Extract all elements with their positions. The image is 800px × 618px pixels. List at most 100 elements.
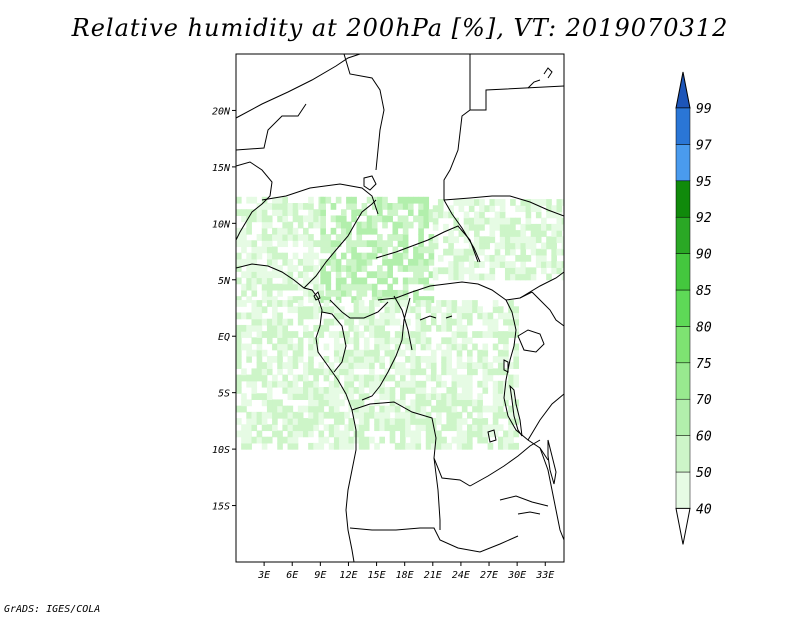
humidity-cell-congo-basin <box>394 442 401 450</box>
humidity-cell-central-belt <box>428 240 435 248</box>
humidity-cell-east-belt <box>561 273 564 281</box>
humidity-cell-east-belt <box>510 273 516 281</box>
humidity-cell-east-belt <box>494 217 501 225</box>
humidity-cell-east-belt <box>458 248 465 256</box>
humidity-cell-coastal-southwest <box>292 306 299 314</box>
humidity-cell-congo-basin <box>451 424 458 432</box>
humidity-cell-coastal-southwest <box>303 387 309 394</box>
humidity-cell-central-belt <box>330 227 337 235</box>
humidity-cell-north-belt-west <box>256 215 263 223</box>
humidity-cell-congo-basin <box>513 380 520 388</box>
humidity-cell-coastal-southwest <box>313 393 319 401</box>
humidity-cell-coastal-southwest <box>261 436 268 444</box>
humidity-cell-congo-basin <box>415 337 422 345</box>
humidity-cell-east-belt <box>479 199 485 206</box>
humidity-cell-coastal-southwest <box>277 368 283 376</box>
humidity-cell-coastal-southwest <box>282 418 289 425</box>
humidity-cell-congo-basin <box>358 362 365 369</box>
humidity-cell-north-belt-west <box>297 283 304 291</box>
humidity-cell-congo-basin <box>503 430 509 438</box>
humidity-cell-east-belt <box>520 199 527 206</box>
humidity-cell-congo-basin <box>513 349 520 357</box>
humidity-cell-coastal-southwest <box>272 343 278 351</box>
humidity-cell-congo-basin <box>467 399 473 407</box>
humidity-cell-central-belt <box>382 240 388 248</box>
humidity-cell-coastal-southwest <box>339 442 345 450</box>
humidity-cell-congo-basin <box>389 349 396 357</box>
humidity-cell-coastal-southwest <box>287 430 294 438</box>
humidity-cell-central-belt <box>413 277 419 285</box>
humidity-cell-central-belt <box>340 289 347 297</box>
humidity-cell-east-belt <box>463 211 470 219</box>
humidity-cell-east-belt <box>556 217 563 225</box>
humidity-cell-congo-basin <box>415 380 422 388</box>
humidity-cell-coastal-southwest <box>236 374 242 382</box>
humidity-cell-east-belt <box>556 205 563 213</box>
humidity-cell-coastal-southwest <box>236 331 242 338</box>
humidity-cell-coastal-southwest <box>261 418 268 425</box>
humidity-cell-north-belt-west <box>251 209 258 216</box>
humidity-cell-coastal-southwest <box>236 380 242 388</box>
humidity-cell-north-belt-west <box>266 203 273 210</box>
colorbar-label: 60 <box>696 430 712 445</box>
humidity-cell-central-belt <box>371 252 378 260</box>
humidity-cell-congo-basin <box>477 418 483 425</box>
humidity-cell-central-belt <box>335 277 342 285</box>
humidity-cell-congo-basin <box>446 318 453 326</box>
humidity-cell-congo-basin <box>513 324 520 332</box>
humidity-cell-congo-basin <box>425 343 432 351</box>
humidity-cell-congo-basin <box>446 343 453 351</box>
humidity-cell-north-belt-west <box>236 234 242 241</box>
humidity-cell-congo-basin <box>410 442 416 450</box>
humidity-cell-congo-basin <box>358 349 365 357</box>
humidity-cell-east-belt <box>479 205 485 213</box>
humidity-cell-coastal-southwest <box>308 387 314 394</box>
humidity-cell-east-belt <box>443 248 449 256</box>
humidity-cell-central-belt <box>382 277 388 285</box>
humidity-cell-north-belt-west <box>313 265 319 272</box>
humidity-cell-congo-basin <box>410 343 416 351</box>
humidity-cell-central-belt <box>351 240 357 248</box>
humidity-cell-east-belt <box>515 205 521 213</box>
humidity-cell-congo-basin <box>456 424 463 432</box>
humidity-cell-east-belt <box>525 242 532 250</box>
humidity-cell-central-belt <box>340 283 347 291</box>
humidity-cell-east-belt <box>432 223 439 231</box>
humidity-cell-central-belt <box>351 196 357 204</box>
humidity-cell-central-belt <box>371 215 378 223</box>
humidity-cell-coastal-southwest <box>303 312 309 320</box>
colorbar-segment-5 <box>675 289 691 327</box>
humidity-cell-central-belt <box>392 258 399 266</box>
humidity-cell-congo-basin <box>492 380 499 388</box>
humidity-cell-congo-basin <box>384 300 391 307</box>
humidity-cell-central-belt <box>402 265 409 272</box>
humidity-cell-coastal-southwest <box>266 424 273 432</box>
humidity-cell-congo-basin <box>405 411 411 419</box>
humidity-cell-east-belt <box>499 236 506 244</box>
humidity-cell-coastal-southwest <box>282 324 289 332</box>
humidity-cell-central-belt <box>413 252 419 260</box>
humidity-cell-coastal-southwest <box>287 418 294 425</box>
humidity-cell-coastal-southwest <box>282 424 289 432</box>
humidity-cell-coastal-southwest <box>256 306 263 314</box>
humidity-cell-central-belt <box>423 265 430 272</box>
humidity-cell-east-belt <box>530 242 537 250</box>
humidity-cell-congo-basin <box>477 380 483 388</box>
humidity-cell-north-belt-west <box>318 289 325 297</box>
humidity-cell-coastal-southwest <box>308 349 314 357</box>
humidity-cell-central-belt <box>423 196 430 204</box>
humidity-cell-coastal-southwest <box>287 337 294 345</box>
humidity-cell-east-belt <box>489 261 496 268</box>
humidity-cell-coastal-southwest <box>287 355 294 363</box>
humidity-cell-east-belt <box>499 217 506 225</box>
border-libya <box>343 54 385 171</box>
x-tick-label: 24E <box>452 570 470 581</box>
humidity-cell-east-belt <box>561 217 564 225</box>
humidity-cell-coastal-southwest <box>256 343 263 351</box>
humidity-cell-coastal-southwest <box>251 424 258 432</box>
humidity-cell-east-belt <box>525 236 532 244</box>
humidity-cell-congo-basin <box>420 380 427 388</box>
humidity-cell-congo-basin <box>405 331 411 338</box>
humidity-cell-congo-basin <box>436 300 442 307</box>
